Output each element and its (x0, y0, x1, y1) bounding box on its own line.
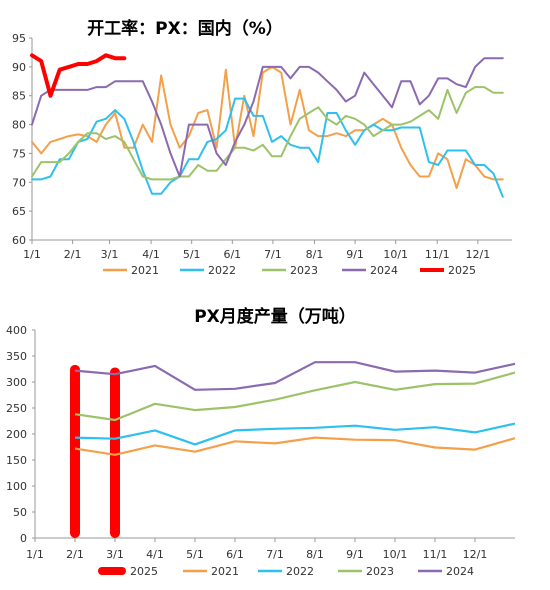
y-tick-label: 100 (6, 480, 27, 493)
y-tick-label: 80 (12, 119, 26, 132)
x-tick-label: 9/1 (346, 248, 364, 261)
legend-label-2023: 2023 (290, 264, 318, 277)
y-tick-label: 150 (6, 454, 27, 467)
x-tick-label: 10/1 (383, 248, 408, 261)
x-tick-label: 10/1 (383, 548, 408, 561)
legend-label-2025: 2025 (130, 565, 158, 578)
legend-label-2021: 2021 (131, 264, 159, 277)
legend-label-2025: 2025 (448, 264, 476, 277)
chart-monthly-output-svg: PX月度产量（万吨） 0 50 100 150 200 250 300 350 400 1/1 2/1… (6, 306, 516, 578)
x-tick-label: 9/1 (346, 548, 364, 561)
series-line-2025 (30, 53, 127, 98)
x-tick-label: 7/1 (264, 248, 282, 261)
series-line-2022 (74, 422, 516, 446)
y-tick-label: 60 (12, 234, 26, 247)
series-line-2021 (31, 65, 504, 190)
x-tick-label: 1/1 (26, 548, 44, 561)
y-tick-label: 200 (6, 428, 27, 441)
y-tick-label: 70 (12, 176, 26, 189)
x-tick-label: 6/1 (226, 548, 244, 561)
legend-label-2022: 2022 (208, 264, 236, 277)
series-line-2024 (74, 361, 516, 391)
y-tick-label: 350 (6, 350, 27, 363)
y-tick-label: 0 (20, 532, 27, 545)
x-tick-label: 1/1 (23, 248, 41, 261)
y-tick-label: 250 (6, 402, 27, 415)
chart-title: 开工率：PX：国内（%） (87, 18, 283, 39)
chart-operating-rate-svg: 开工率：PX：国内（%） 60 65 70 75 80 85 90 95 1/1 2/1 3/1 4/1… (12, 18, 512, 277)
chart-operating-rate: 开工率：PX：国内（%） 60 65 70 75 80 85 90 95 1/1 2/1 3/1 4/1… (0, 0, 550, 290)
y-tick-label: 75 (12, 147, 26, 160)
series-line-2023 (31, 86, 504, 181)
series-line-2023 (74, 371, 516, 422)
y-tick-label: 95 (12, 32, 26, 45)
legend-label-2022: 2022 (286, 565, 314, 578)
x-tick-label: 2/1 (66, 548, 84, 561)
x-tick-label: 6/1 (223, 248, 241, 261)
y-tick-label: 85 (12, 90, 26, 103)
bar-2025 (110, 367, 120, 538)
y-tick-label: 400 (6, 324, 27, 337)
legend-label-2024: 2024 (370, 264, 398, 277)
x-tick-label: 11/1 (423, 548, 448, 561)
x-tick-label: 8/1 (306, 248, 324, 261)
x-tick-label: 7/1 (266, 548, 284, 561)
series-line-2024 (31, 57, 504, 178)
legend-label-2024: 2024 (446, 565, 474, 578)
x-tick-label: 12/1 (463, 548, 488, 561)
series-line-2022 (31, 97, 504, 198)
x-tick-label: 5/1 (186, 548, 204, 561)
bar-2025 (70, 364, 80, 538)
x-tick-label: 12/1 (465, 248, 490, 261)
y-tick-label: 300 (6, 376, 27, 389)
legend-swatch-2025 (98, 567, 126, 575)
x-tick-label: 3/1 (101, 248, 119, 261)
x-tick-label: 11/1 (425, 248, 450, 261)
chart-title: PX月度产量（万吨） (194, 306, 356, 327)
y-tick-label: 90 (12, 61, 26, 74)
x-tick-label: 3/1 (106, 548, 124, 561)
legend-label-2023: 2023 (366, 565, 394, 578)
x-tick-label: 8/1 (306, 548, 324, 561)
chart-monthly-output: PX月度产量（万吨） 0 50 100 150 200 250 300 350 400 1/1 2/1… (0, 298, 550, 590)
x-tick-label: 2/1 (64, 248, 82, 261)
y-tick-label: 65 (12, 205, 26, 218)
x-tick-label: 5/1 (183, 248, 201, 261)
x-tick-label: 4/1 (146, 548, 164, 561)
x-tick-label: 4/1 (142, 248, 160, 261)
y-tick-label: 50 (13, 506, 27, 519)
series-line-2021 (74, 436, 516, 456)
legend-label-2021: 2021 (211, 565, 239, 578)
